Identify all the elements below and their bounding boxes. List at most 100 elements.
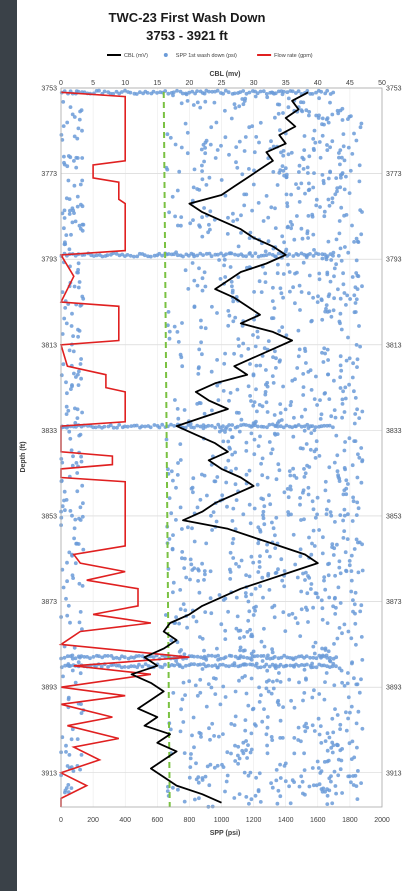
spp-point (264, 686, 269, 691)
spp-point (307, 110, 312, 114)
spp-point (330, 801, 335, 806)
spp-point (317, 271, 322, 276)
spp-point (182, 751, 187, 755)
spp-point (244, 691, 249, 696)
spp-point (200, 667, 205, 671)
spp-point (71, 208, 76, 213)
spp-point (290, 89, 295, 94)
spp-point (239, 558, 244, 563)
spp-point (278, 762, 282, 767)
spp-point (296, 89, 301, 94)
spp-point (316, 294, 320, 299)
spp-point (312, 729, 317, 733)
spp-point (340, 791, 344, 795)
spp-point (297, 170, 301, 174)
spp-point (259, 639, 264, 644)
spp-point (338, 311, 343, 316)
spp-point (207, 783, 212, 788)
spp-point (78, 610, 83, 614)
spp-point (191, 185, 196, 190)
spp-point (346, 774, 351, 779)
spp-point (251, 182, 256, 187)
spp-point (204, 251, 209, 256)
spp-point (289, 150, 294, 155)
spp-point (249, 592, 254, 597)
spp-point (292, 751, 297, 756)
spp-point (174, 615, 179, 619)
spp-point (320, 551, 325, 556)
spp-point (322, 214, 327, 219)
spp-point (228, 570, 233, 574)
spp-point (215, 763, 220, 768)
depth-axis-label: Depth (ft) (20, 441, 27, 472)
spp-point (295, 214, 299, 218)
spp-point (59, 478, 64, 483)
spp-point (73, 680, 78, 685)
spp-point (229, 654, 234, 658)
spp-point (311, 137, 316, 141)
spp-point (196, 366, 201, 371)
spp-point (338, 727, 342, 731)
spp-point (297, 680, 301, 685)
spp-point (315, 300, 320, 304)
spp-point (352, 547, 357, 551)
spp-point (237, 792, 242, 796)
spp-point (330, 716, 335, 721)
spp-point (201, 253, 206, 257)
spp-point (63, 240, 67, 245)
spp-point (304, 361, 308, 365)
spp-point (257, 403, 262, 407)
spp-point (288, 663, 293, 668)
spp-point (204, 704, 209, 709)
spp-point (265, 384, 270, 389)
spp-point (338, 108, 343, 113)
spp-point (266, 215, 271, 220)
spp-point (346, 671, 350, 675)
spp-point (332, 378, 336, 383)
spp-point (310, 214, 315, 219)
spp-point (350, 739, 355, 744)
spp-point (360, 568, 365, 573)
spp-point (320, 122, 324, 127)
spp-point (66, 783, 71, 787)
spp-point (71, 334, 75, 338)
spp-point (317, 692, 322, 696)
spp-point (195, 100, 200, 105)
spp-point (312, 248, 316, 252)
spp-point (265, 95, 270, 100)
spp-point (278, 402, 283, 406)
spp-point (221, 439, 226, 444)
spp-point (72, 134, 77, 139)
spp-point (315, 512, 319, 517)
spp-point (331, 743, 336, 748)
spp-point (202, 473, 207, 478)
spp-point (354, 642, 358, 647)
spp-point (192, 654, 197, 659)
spp-point (62, 216, 67, 220)
spp-point (284, 333, 289, 338)
spp-point (80, 156, 85, 160)
spp-point (215, 358, 220, 362)
spp-point (336, 253, 341, 258)
spp-point (288, 403, 293, 408)
spp-point (117, 663, 121, 668)
spp-point (270, 447, 275, 452)
spp-point (103, 654, 107, 658)
spp-point (206, 653, 211, 658)
spp-point (253, 251, 258, 256)
spp-point (210, 304, 214, 309)
spp-point (186, 423, 191, 427)
depth-tick-label-right: 3793 (386, 257, 402, 264)
spp-point (302, 148, 307, 153)
spp-point (200, 561, 205, 566)
spp-point (197, 590, 202, 595)
spp-point (325, 787, 329, 792)
depth-tick-label-right: 3773 (386, 171, 402, 178)
spp-point (281, 610, 286, 615)
spp-point (352, 389, 356, 394)
spp-point (265, 715, 270, 719)
spp-point (247, 574, 252, 579)
spp-point (265, 380, 270, 385)
spp-point (247, 609, 252, 614)
spp-point (316, 766, 321, 770)
